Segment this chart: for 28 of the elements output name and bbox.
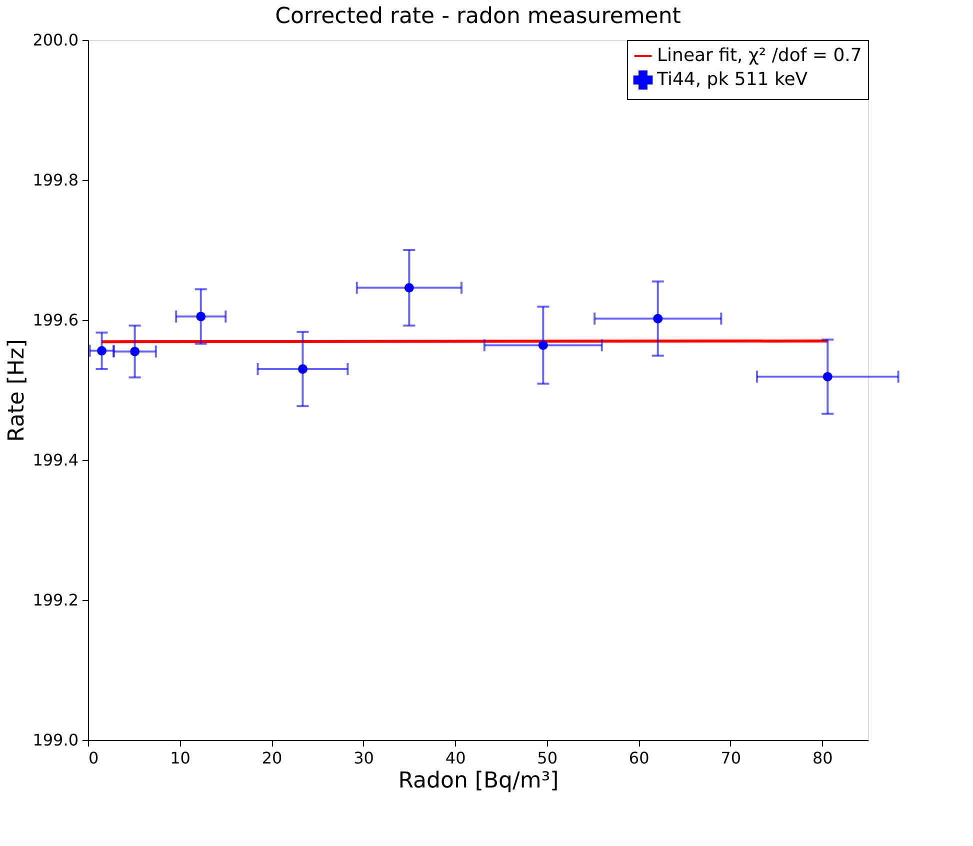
point <box>653 314 663 324</box>
point <box>538 340 548 350</box>
y-tick-label: 199.0 <box>32 730 78 750</box>
x-axis-title: Radon [Bq/m³] <box>398 768 559 794</box>
y-tick-label: 199.8 <box>32 170 78 190</box>
x-tick-label: 70 <box>720 748 742 768</box>
x-tick-label: 30 <box>354 748 374 768</box>
x-tick-label: 50 <box>537 748 558 768</box>
point <box>404 283 414 293</box>
y-tick-label: 200.0 <box>32 30 78 50</box>
x-tick-label: 20 <box>262 748 282 768</box>
point <box>298 364 308 374</box>
x-tick-label: 40 <box>445 748 466 768</box>
y-axis-title: Rate [Hz] <box>4 339 30 442</box>
x-tick-label: 60 <box>628 748 650 768</box>
y-tick-label: 199.4 <box>32 450 78 470</box>
x-tick-label: 0 <box>88 748 99 768</box>
point <box>130 346 140 356</box>
point <box>97 346 107 356</box>
x-tick-label: 10 <box>170 748 190 768</box>
x-tick-label: 80 <box>812 748 833 768</box>
legend-label: Linear fit, χ² /dof = 0.7 <box>657 45 862 66</box>
point <box>822 372 832 382</box>
y-tick-label: 199.6 <box>32 310 78 330</box>
legend-label: Ti44, pk 511 keV <box>656 69 808 90</box>
chart-title: Corrected rate - radon measurement <box>275 4 682 29</box>
y-tick-label: 199.2 <box>32 590 78 610</box>
point <box>196 312 206 322</box>
